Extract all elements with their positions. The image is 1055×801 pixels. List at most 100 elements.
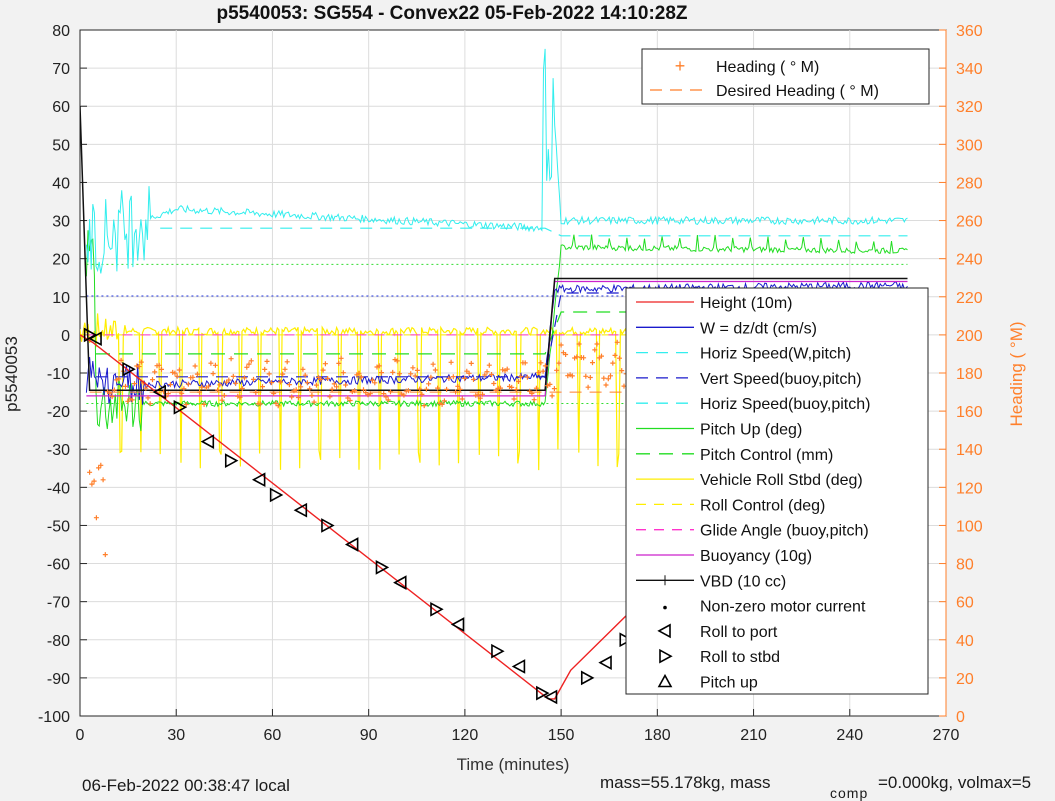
- legend-main-entry: Pitch Up (deg): [700, 422, 802, 439]
- legend-swatch: [657, 623, 671, 639]
- x-tick-label: 120: [452, 727, 479, 744]
- legend-main-entry: Horiz Speed(buoy,pitch): [700, 396, 870, 413]
- legend-main-entry: Non-zero motor current: [700, 599, 866, 616]
- pitch-up-marker: [200, 434, 215, 449]
- x-tick-label: 180: [644, 727, 671, 744]
- y-tick-label: 40: [52, 175, 70, 192]
- y-axis-left: -100-90-80-70-60-50-40-30-20-10010203040…: [38, 23, 87, 726]
- legend-main-entry: Glide Angle (buoy,pitch): [700, 523, 869, 540]
- legend-main-entry: W = dz/dt (cm/s): [700, 320, 817, 337]
- y2-tick-label: 20: [956, 671, 974, 688]
- pitch-up-marker: [88, 331, 102, 347]
- y2-tick-label: 360: [956, 23, 983, 40]
- y2-tick-label: 0: [956, 709, 965, 726]
- y-tick-label: -90: [47, 671, 70, 688]
- y-tick-label: -100: [38, 709, 70, 726]
- y-tick-label: -40: [47, 480, 70, 497]
- y-axis-label: p5540053: [2, 336, 21, 412]
- y2-tick-label: 60: [956, 595, 974, 612]
- pitch-up-marker: [293, 502, 308, 518]
- pitch-up-marker: [224, 453, 239, 469]
- pitch-up-marker: [580, 670, 595, 686]
- pitch-up-marker: [536, 685, 550, 701]
- legend-heading-label: Heading ( ° M): [716, 59, 819, 76]
- pitch-up-marker: [344, 537, 359, 552]
- x-tick-label: 210: [740, 727, 767, 744]
- legend-main-entry: Horiz Speed(W,pitch): [700, 346, 851, 363]
- x-tick-label: 60: [264, 727, 282, 744]
- pitch-up-marker: [450, 617, 465, 632]
- legend-desired-heading-label: Desired Heading ( ° M): [716, 83, 879, 100]
- series-w-dzdt: [85, 281, 908, 405]
- y-tick-label: -60: [47, 557, 70, 574]
- legend-main-entry: Pitch up: [700, 675, 758, 692]
- y2-tick-label: 280: [956, 175, 983, 192]
- y2-tick-label: 140: [956, 442, 983, 459]
- y-tick-label: 60: [52, 99, 70, 116]
- chart-title: p5540053: SG554 - Convex22 05-Feb-2022 1…: [216, 3, 687, 24]
- x-tick-label: 30: [167, 727, 185, 744]
- y2-tick-label: 320: [956, 99, 983, 116]
- pitch-up-marker: [375, 560, 390, 575]
- series-vbd: [80, 106, 908, 391]
- y2-tick-label: 80: [956, 557, 974, 574]
- x-tick-label: 270: [933, 727, 960, 744]
- y-tick-label: -50: [47, 518, 70, 535]
- legend-main-entry: Height (10m): [700, 295, 792, 312]
- y-tick-label: 50: [52, 137, 70, 154]
- pitch-up-marker: [122, 361, 136, 377]
- y-axis-right: 0 20 40 60 80 100 120 140 160 180 200 220 240 260 280 3…: [939, 23, 983, 726]
- y2-tick-label: 160: [956, 404, 983, 421]
- pitch-up-marker: [152, 384, 166, 400]
- pitch-up-marker: [491, 643, 505, 659]
- y-tick-label: -20: [47, 404, 70, 421]
- y2-tick-label: 260: [956, 214, 983, 231]
- y-tick-label: 70: [52, 61, 70, 78]
- pitch-up-marker: [543, 689, 558, 705]
- y2-tick-label: 200: [956, 328, 983, 345]
- legend-main-entry: Vehicle Roll Stbd (deg): [700, 472, 863, 489]
- y2-tick-label: 120: [956, 480, 983, 497]
- y2-tick-label: 300: [956, 137, 983, 154]
- legend-main-entry: Roll to stbd: [700, 649, 780, 666]
- legend-top-box: [641, 48, 930, 105]
- legend-swatch: [659, 648, 673, 664]
- y-tick-label: -70: [47, 595, 70, 612]
- y2-tick-label: 220: [956, 290, 983, 307]
- pitch-up-marker: [269, 487, 284, 503]
- y-tick-label: -30: [47, 442, 70, 459]
- legend-swatch: [657, 673, 673, 688]
- y-tick-label: 20: [52, 252, 70, 269]
- pitch-up-marker: [430, 601, 444, 617]
- pitch-up-marker: [511, 659, 526, 674]
- legend-heading-marker: +: [675, 56, 686, 76]
- legend-main-entry: VBD (10 cc): [700, 573, 786, 590]
- y-tick-label: 10: [52, 290, 70, 307]
- y-tick-label: 0: [61, 328, 70, 345]
- legend-main-entry: Vert Speed(buoy,pitch): [700, 371, 862, 388]
- pitch-up-marker: [173, 399, 188, 415]
- y2-axis-label: Heading ( °M): [1007, 321, 1026, 426]
- x-axis: 0 30 60 90 120 150 180 210 240 270: [76, 709, 960, 744]
- footer-volmax: =0.000kg, volmax=5: [878, 773, 1032, 792]
- x-tick-label: 0: [76, 727, 85, 744]
- y-tick-label: -80: [47, 633, 70, 650]
- x-tick-label: 150: [548, 727, 575, 744]
- legend-swatch: [663, 605, 667, 610]
- pitch-up-marker: [251, 472, 266, 488]
- x-axis-label: Time (minutes): [457, 755, 570, 774]
- y2-tick-label: 40: [956, 633, 974, 650]
- legend-main-entry: Roll Control (deg): [700, 497, 825, 514]
- legend-main-box: [625, 287, 929, 695]
- y2-tick-label: 100: [956, 518, 983, 535]
- y2-tick-label: 340: [956, 61, 983, 78]
- series-horiz-speed-w-pitch: [85, 48, 908, 274]
- footer-local-time: 06-Feb-2022 00:38:47 local: [82, 776, 290, 795]
- legend-main-entry: Pitch Control (mm): [700, 447, 833, 464]
- y-tick-label: -10: [47, 366, 70, 383]
- pitch-up-marker: [321, 518, 335, 533]
- y2-tick-label: 240: [956, 252, 983, 269]
- x-tick-label: 240: [836, 727, 863, 744]
- footer-comp-subscript: comp: [830, 785, 869, 801]
